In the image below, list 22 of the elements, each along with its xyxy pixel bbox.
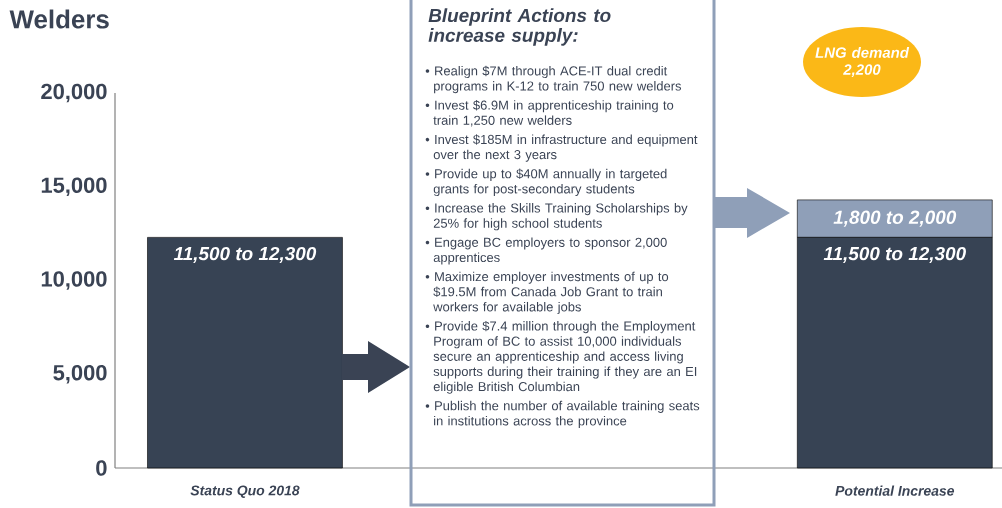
annotation: • Increase the Skills Training Scholarships by 25% for high school students <box>425 203 688 231</box>
y-tick-label: 10,000 <box>41 271 107 290</box>
data-label: 11,500 to 12,300 <box>173 246 317 264</box>
y-tick-label: 5,000 <box>53 364 107 384</box>
annotation: • Maximize employer investments of up to $19.5M from Canada Job Grant to train workers for available jobs <box>425 271 669 315</box>
text: LNG demand 2,200 <box>815 46 910 78</box>
annotation: • Engage BC employers to sponsor 2,000 apprentices <box>425 237 667 265</box>
annotation: • Publish the number of available training seats in institutions across the province <box>425 400 700 429</box>
annotation: • Invest $6.9M in apprenticeship training to train 1,250 new welders <box>425 100 674 127</box>
y-tick-label: 15,000 <box>41 177 107 197</box>
x-tick-label: Status Quo 2018 <box>190 485 300 498</box>
data-label: 11,500 to 12,300 <box>823 246 966 264</box>
x-tick-label: Potential Increase <box>835 485 955 496</box>
y-tick-label: 20,000 <box>41 83 107 103</box>
chart-title: Welders <box>9 9 109 29</box>
annotation: • Realign $7M through ACE-IT dual credit programs in K-12 to train 750 new welders <box>425 65 682 94</box>
annotation: • Provide $7.4 million through the Employment Program of BC to assist 10,000 individuals secure an apprenticeship and access living supports during their training if they are an EI eligible British Columbian <box>425 320 697 394</box>
text: Blueprint Actions to increase supply: <box>428 8 611 46</box>
y-tick-label: 0 <box>96 460 107 476</box>
annotation: • Provide up to $40M annually in targeted grants for post-secondary students <box>425 168 667 197</box>
data-label: 1,800 to 2,000 <box>833 210 957 227</box>
annotation: • Invest $185M in infrastructure and equipment over the next 3 years <box>425 134 698 162</box>
